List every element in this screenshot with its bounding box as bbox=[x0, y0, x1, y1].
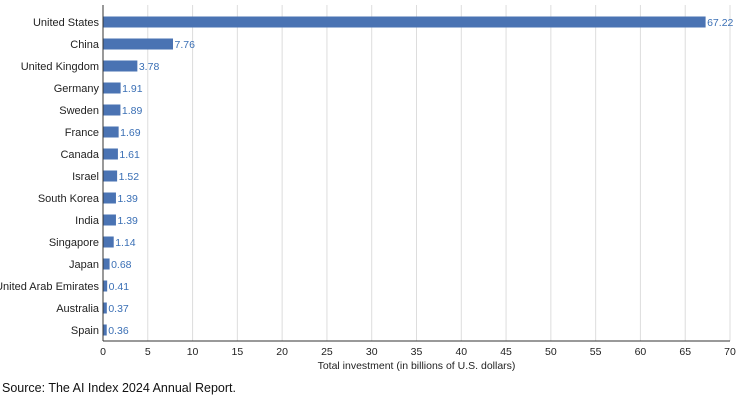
bar bbox=[103, 104, 121, 116]
bar bbox=[103, 258, 110, 270]
bar bbox=[103, 38, 174, 50]
value-label: 0.37 bbox=[108, 303, 129, 315]
x-tick-label: 45 bbox=[500, 346, 512, 358]
source-note: Source: The AI Index 2024 Annual Report. bbox=[2, 381, 236, 395]
category-label: United Kingdom bbox=[21, 61, 99, 73]
value-label: 67.22 bbox=[707, 17, 733, 29]
category-label: Japan bbox=[69, 259, 99, 271]
bar bbox=[103, 170, 118, 182]
category-label: France bbox=[65, 127, 99, 139]
category-label: Australia bbox=[56, 303, 100, 315]
x-axis-title: Total investment (in billions of U.S. do… bbox=[318, 360, 516, 372]
bar bbox=[103, 324, 107, 336]
bar-chart-svg: 0 5 10 15 20 25 30 35 40 45 50 55 60 65 70 United State… bbox=[0, 5, 736, 372]
x-tick-label: 70 bbox=[724, 346, 736, 358]
x-tick-label: 25 bbox=[321, 346, 333, 358]
bar bbox=[103, 60, 138, 72]
value-label: 1.52 bbox=[119, 171, 140, 183]
value-label: 1.89 bbox=[122, 105, 143, 117]
bar bbox=[103, 148, 118, 160]
x-tick-label: 30 bbox=[366, 346, 378, 358]
bar bbox=[103, 82, 121, 94]
category-label: Israel bbox=[72, 171, 99, 183]
value-label: 1.91 bbox=[122, 83, 143, 95]
category-label: United Arab Emirates bbox=[0, 281, 99, 293]
category-label: China bbox=[70, 39, 100, 51]
value-label: 3.78 bbox=[139, 61, 160, 73]
category-label: Singapore bbox=[49, 237, 99, 249]
value-label: 1.69 bbox=[120, 127, 141, 139]
category-label: Canada bbox=[60, 149, 99, 161]
category-label: Sweden bbox=[59, 105, 99, 117]
bar bbox=[103, 126, 119, 138]
x-tick-label: 40 bbox=[455, 346, 467, 358]
x-tick-label: 5 bbox=[145, 346, 151, 358]
value-label: 1.39 bbox=[117, 193, 138, 205]
value-label: 1.14 bbox=[115, 237, 136, 249]
value-label: 1.61 bbox=[119, 149, 140, 161]
bar bbox=[103, 214, 116, 226]
category-label: South Korea bbox=[38, 193, 100, 205]
category-label: United States bbox=[33, 17, 100, 29]
x-tick-label: 55 bbox=[590, 346, 602, 358]
value-label: 0.36 bbox=[108, 325, 129, 337]
category-label: Germany bbox=[54, 83, 100, 95]
value-label: 1.39 bbox=[117, 215, 138, 227]
value-label: 7.76 bbox=[175, 39, 196, 51]
bar bbox=[103, 236, 114, 248]
bar bbox=[103, 192, 116, 204]
x-tick-label: 35 bbox=[411, 346, 423, 358]
x-tick-label: 50 bbox=[545, 346, 557, 358]
x-tick-label: 0 bbox=[100, 346, 106, 358]
value-label: 0.68 bbox=[111, 259, 132, 271]
x-tick-label: 10 bbox=[187, 346, 199, 358]
x-tick-label: 65 bbox=[679, 346, 691, 358]
category-label: Spain bbox=[71, 325, 99, 337]
category-label: India bbox=[75, 215, 100, 227]
value-label: 0.41 bbox=[109, 281, 130, 293]
bar bbox=[103, 280, 108, 292]
x-tick-label: 60 bbox=[635, 346, 647, 358]
bar bbox=[103, 16, 706, 28]
bar bbox=[103, 302, 107, 314]
x-tick-label: 15 bbox=[232, 346, 244, 358]
x-tick-label: 20 bbox=[276, 346, 288, 358]
